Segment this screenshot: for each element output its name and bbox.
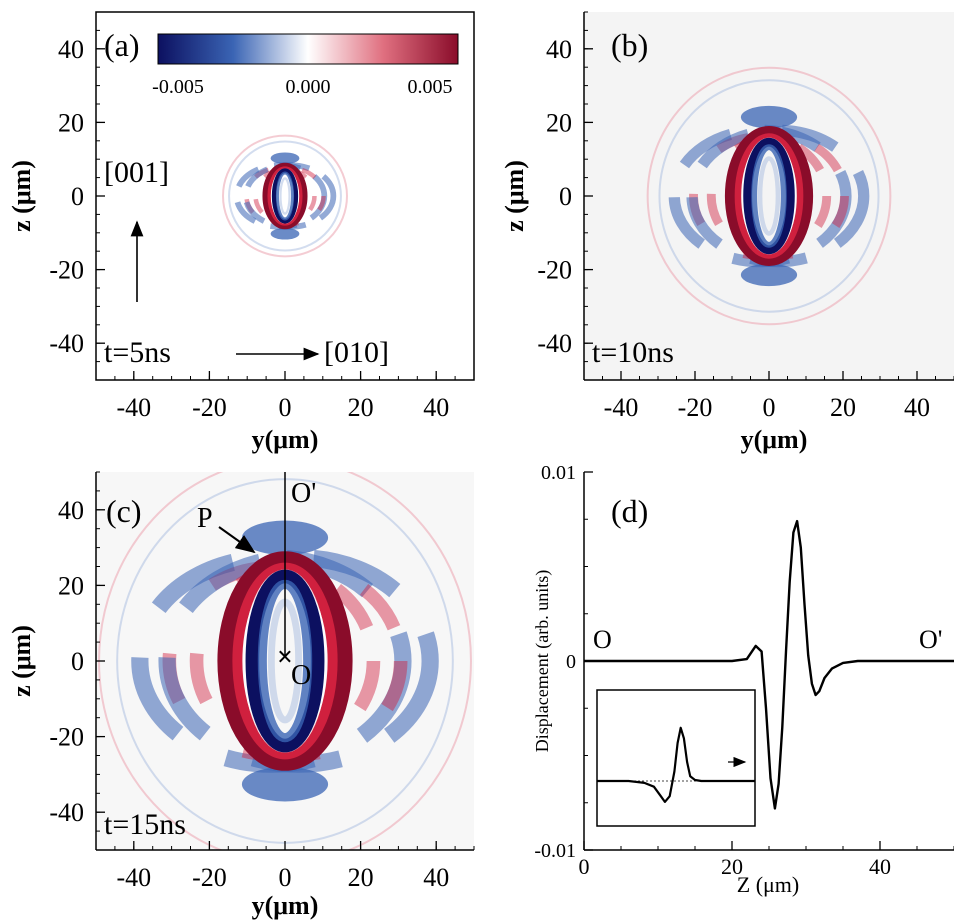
arrow-to-p (218, 526, 256, 554)
y-tick-label: -40 (49, 329, 84, 358)
y-axis-label-a: z (μm) (7, 160, 36, 232)
main-shell-inner (271, 168, 299, 224)
main-shell-core (275, 171, 295, 221)
y-tick-label: 20 (58, 108, 84, 137)
y-tick-label: 40 (546, 35, 572, 64)
main-shell-core (751, 144, 787, 248)
x-tick-label: 0 (279, 393, 292, 422)
panel-d-label: (d) (611, 493, 648, 529)
inset-line (597, 726, 755, 804)
cross-marker: × (277, 642, 293, 673)
y-axis-label-b: z (μm) (500, 160, 529, 232)
x-tick-label: 40 (423, 863, 449, 892)
cap-blob (241, 766, 329, 802)
x-tick-label: -40 (116, 863, 151, 892)
cap-blob (270, 228, 300, 240)
outer-shell (658, 79, 880, 313)
panel-b: -40 -20 0 20 40 -40 -20 0 20 40 (b) t=10ns z (μm)… (500, 11, 954, 454)
label-o-left: O (593, 625, 612, 654)
y-tick-label: 20 (58, 571, 84, 600)
main-shell-outer (724, 125, 814, 267)
x-axis-label-a: y(μm) (252, 425, 319, 454)
y-tick-label: 0 (566, 651, 576, 673)
x-tick-label: -20 (192, 393, 227, 422)
colorbar (157, 33, 459, 65)
panel-c: -40 -20 0 20 40 -40 -20 0 20 40 × O O' P (c) t=15… (7, 471, 475, 920)
x-tick-label: 20 (348, 393, 374, 422)
main-shell-outer (262, 162, 308, 230)
outer-shell (646, 66, 892, 326)
displacement-line (584, 519, 954, 810)
label-o: O (291, 660, 311, 691)
panel-b-label: (b) (611, 27, 648, 63)
cap-blob (270, 152, 300, 164)
y-tick-label: -20 (49, 256, 84, 285)
x-tick-label: 20 (721, 854, 743, 879)
colorbar-tick-min: -0.005 (152, 76, 204, 98)
y-axis-label-c: z (μm) (7, 625, 36, 697)
label-p: P (197, 503, 213, 534)
outer-shell (222, 134, 348, 258)
time-label-b: t=10ns (592, 336, 674, 369)
main-shell-center (757, 156, 781, 236)
direction-label-010: [010] (324, 336, 389, 369)
x-axis-label-c: y(μm) (252, 891, 319, 920)
cap-blob (740, 105, 798, 129)
x-tick-label: 40 (423, 393, 449, 422)
time-label-c: t=15ns (104, 808, 186, 841)
panel-d: 0 20 400.010-0.01 (d) O O' Displacement (a… (532, 462, 954, 897)
x-tick-label: 40 (869, 854, 891, 879)
panel-c-label: (c) (106, 493, 142, 529)
x-tick-label: 0 (763, 393, 776, 422)
x-tick-label: 0 (279, 863, 292, 892)
cap-blob (740, 263, 798, 287)
x-tick-label: -20 (678, 393, 713, 422)
x-tick-label: 40 (904, 393, 930, 422)
colorbar-tick-max: 0.005 (408, 76, 453, 98)
colorbar-tick-zero: 0.000 (286, 76, 331, 98)
outer-shell (228, 140, 342, 252)
y-tick-label: -20 (537, 256, 572, 285)
y-tick-label: 0.01 (541, 462, 576, 484)
label-o-prime-right: O' (919, 625, 942, 654)
y-tick-label: 40 (58, 35, 84, 64)
y-tick-label: -40 (49, 798, 84, 827)
x-tick-label: -40 (604, 393, 639, 422)
main-shell-mid (267, 166, 303, 226)
main-shell-mid (734, 133, 804, 259)
x-tick-label: 0 (579, 854, 590, 879)
main-shell-inner (743, 137, 795, 255)
panel-a-label: (a) (104, 27, 140, 63)
main-shell-center (279, 177, 291, 215)
y-tick-label: -20 (49, 723, 84, 752)
x-tick-label: 20 (348, 863, 374, 892)
y-tick-label: 40 (58, 496, 84, 525)
x-axis-label-d: Z (μm) (737, 872, 800, 897)
x-tick-label: -40 (116, 393, 151, 422)
y-tick-label: 0 (71, 647, 84, 676)
label-o-prime: O' (291, 478, 316, 509)
y-tick-label: 0 (559, 182, 572, 211)
x-axis-label-b: y(μm) (741, 425, 808, 454)
y-tick-label: -40 (537, 329, 572, 358)
x-tick-label: -20 (192, 863, 227, 892)
y-tick-label: 0 (71, 182, 84, 211)
y-tick-label: -0.01 (534, 840, 576, 862)
y-axis-label-d: Displacement (arb. units) (532, 570, 553, 752)
y-tick-label: 20 (546, 108, 572, 137)
direction-label-001: [001] (104, 156, 169, 189)
x-tick-label: 20 (830, 393, 856, 422)
time-label-a: t=5ns (104, 336, 171, 369)
panel-a: -40 -20 0 20 40 -40 -20 0 20 40 -0.005 0.000 0.00… (7, 11, 475, 454)
